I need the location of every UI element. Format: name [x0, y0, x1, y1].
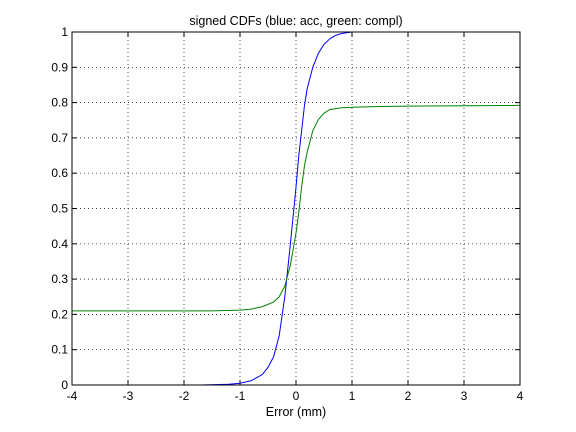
x-tick-label: 2 [405, 389, 412, 403]
x-tick-label: 0 [293, 389, 300, 403]
y-tick-label: 0.1 [51, 343, 68, 357]
series-layer [72, 31, 521, 386]
x-tick-label: 1 [349, 389, 356, 403]
x-tick-label: -2 [179, 389, 190, 403]
x-tick-label: 3 [461, 389, 468, 403]
y-tick-labels: 0 0.1 0.2 0.3 0.4 0.5 0.6 0.7 0.8 0.9 1 [51, 25, 68, 392]
series-line-2 [72, 104, 521, 312]
y-tick-label: 0.7 [51, 131, 68, 145]
y-tick-label: 0.5 [51, 202, 68, 216]
grid [72, 32, 520, 385]
y-tick-label: 1 [61, 25, 68, 39]
x-tick-label: 4 [517, 389, 524, 403]
y-tick-label: 0 [61, 378, 68, 392]
chart-title: signed CDFs (blue: acc, green: compl) [189, 14, 402, 28]
x-tick-label: -3 [123, 389, 134, 403]
y-tick-label: 0.8 [51, 96, 68, 110]
x-axis-label: Error (mm) [266, 405, 326, 419]
y-tick-label: 0.6 [51, 166, 68, 180]
y-tick-label: 0.4 [51, 237, 68, 251]
y-tick-label: 0.3 [51, 272, 68, 286]
y-tick-label: 0.9 [51, 60, 68, 74]
x-tick-label: -4 [67, 389, 78, 403]
x-tick-label: -1 [235, 389, 246, 403]
x-tick-labels: -4 -3 -2 -1 0 1 2 3 4 [67, 389, 524, 403]
y-tick-label: 0.2 [51, 307, 68, 321]
series-line-1 [200, 31, 397, 386]
ticks [71, 31, 521, 386]
